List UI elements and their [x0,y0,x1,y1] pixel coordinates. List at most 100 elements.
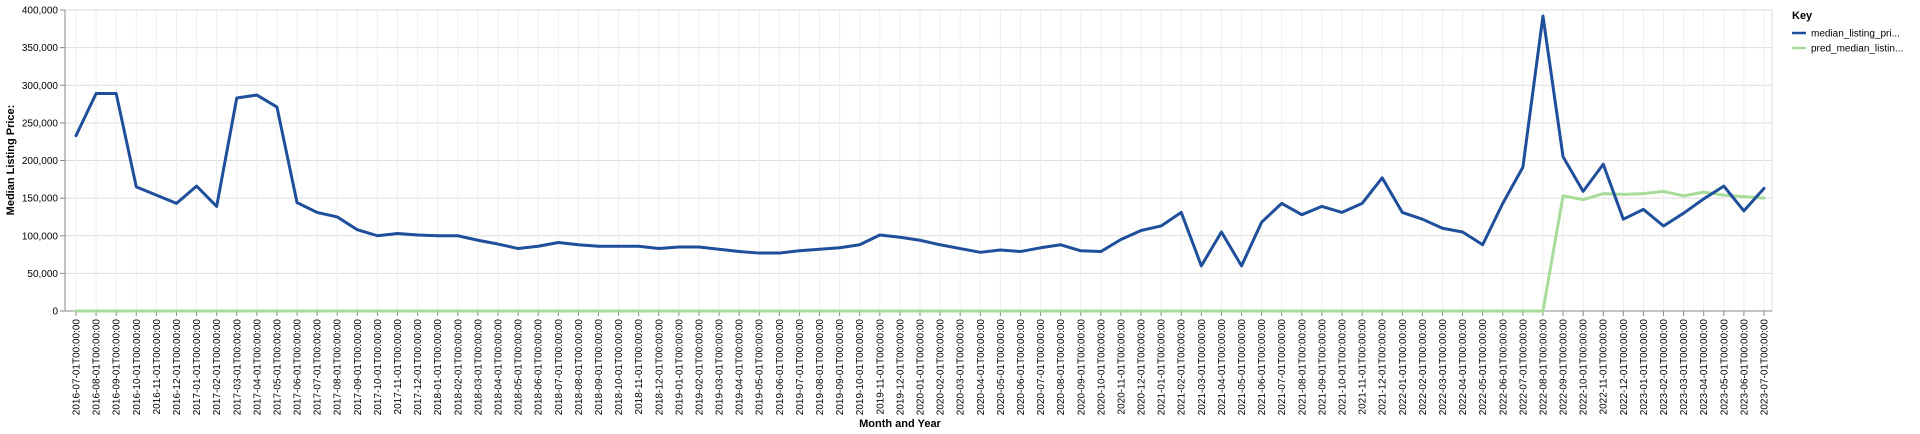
x-tick-label: 2017-01-01T00:00:00 [192,319,203,416]
x-tick-label: 2018-09-01T00:00:00 [594,319,605,416]
series-lines [74,14,1766,313]
x-tick-label: 2020-05-01T00:00:00 [996,319,1007,416]
legend-label: pred_median_listin... [1811,44,1903,55]
y-axis-ticks: 0 50,000 100,000 150,000 200,000 250,000 300,0… [22,6,65,318]
x-tick-label: 2022-01-01T00:00:00 [1398,319,1409,416]
x-tick-label: 2023-01-01T00:00:00 [1639,319,1650,416]
x-tick-label: 2017-08-01T00:00:00 [333,319,344,416]
x-tick-label: 2021-04-01T00:00:00 [1217,319,1228,416]
y-tick-label: 200,000 [22,156,59,167]
x-tick-label: 2017-05-01T00:00:00 [272,319,283,416]
x-tick-label: 2016-07-01T00:00:00 [72,319,83,416]
x-tick-label: 2019-11-01T00:00:00 [875,319,886,415]
x-tick-label: 2019-05-01T00:00:00 [755,319,766,416]
x-tick-label: 2020-01-01T00:00:00 [916,319,927,416]
grid [65,9,1772,312]
x-tick-label: 2022-08-01T00:00:00 [1538,319,1549,416]
x-tick-label: 2020-12-01T00:00:00 [1137,319,1148,416]
x-tick-label: 2018-05-01T00:00:00 [514,319,525,416]
x-tick-label: 2022-02-01T00:00:00 [1418,319,1429,416]
x-tick-label: 2020-06-01T00:00:00 [1016,319,1027,416]
x-tick-label: 2022-05-01T00:00:00 [1478,319,1489,416]
x-tick-label: 2019-10-01T00:00:00 [855,319,866,416]
x-axis-title: Month and Year [859,418,941,430]
x-tick-label: 2018-11-01T00:00:00 [634,319,645,415]
x-tick-label: 2022-11-01T00:00:00 [1599,319,1610,415]
x-tick-label: 2016-08-01T00:00:00 [92,319,103,416]
legend: Key median_listing_pri... pred_median_lis… [1792,10,1903,55]
x-tick-label: 2018-02-01T00:00:00 [453,319,464,416]
x-tick-label: 2022-10-01T00:00:00 [1579,319,1590,416]
x-tick-label: 2023-04-01T00:00:00 [1699,319,1710,416]
y-tick-label: 150,000 [22,194,59,205]
x-tick-label: 2017-04-01T00:00:00 [252,319,263,416]
y-tick-label: 50,000 [27,269,58,280]
y-tick-label: 400,000 [22,6,59,17]
y-tick-label: 0 [52,307,58,318]
legend-label: median_listing_pri... [1811,29,1900,40]
y-tick-label: 350,000 [22,43,59,54]
x-axis-ticks: 2016-07-01T00:00:00 2016-08-01T00:00:00 20… [72,311,1771,415]
x-tick-label: 2018-06-01T00:00:00 [534,319,545,416]
x-tick-label: 2016-11-01T00:00:00 [152,319,163,415]
x-tick-label: 2023-03-01T00:00:00 [1679,319,1690,416]
x-tick-label: 2023-07-01T00:00:00 [1760,319,1771,416]
y-tick-label: 100,000 [22,231,59,242]
x-tick-label: 2017-10-01T00:00:00 [373,319,384,416]
x-tick-label: 2021-10-01T00:00:00 [1338,319,1349,416]
x-tick-label: 2021-12-01T00:00:00 [1378,319,1389,416]
x-tick-label: 2017-12-01T00:00:00 [413,319,424,416]
x-tick-label: 2022-09-01T00:00:00 [1559,319,1570,416]
x-tick-label: 2016-12-01T00:00:00 [172,319,183,416]
x-tick-label: 2017-11-01T00:00:00 [393,319,404,415]
x-tick-label: 2022-06-01T00:00:00 [1498,319,1509,416]
x-tick-label: 2023-06-01T00:00:00 [1739,319,1750,416]
x-tick-label: 2021-08-01T00:00:00 [1297,319,1308,416]
x-tick-label: 2021-05-01T00:00:00 [1237,319,1248,416]
x-tick-label: 2020-03-01T00:00:00 [956,319,967,416]
x-tick-label: 2019-08-01T00:00:00 [815,319,826,416]
x-tick-label: 2021-07-01T00:00:00 [1277,319,1288,416]
x-tick-label: 2022-04-01T00:00:00 [1458,319,1469,416]
x-tick-label: 2018-03-01T00:00:00 [473,319,484,416]
x-tick-label: 2019-09-01T00:00:00 [835,319,846,416]
x-tick-label: 2018-12-01T00:00:00 [654,319,665,416]
x-tick-label: 2021-02-01T00:00:00 [1177,319,1188,416]
x-tick-label: 2020-08-01T00:00:00 [1056,319,1067,416]
x-tick-label: 2019-06-01T00:00:00 [775,319,786,416]
x-tick-label: 2016-09-01T00:00:00 [112,319,123,416]
x-tick-label: 2020-10-01T00:00:00 [1096,319,1107,416]
x-tick-label: 2020-09-01T00:00:00 [1076,319,1087,416]
x-tick-label: 2018-04-01T00:00:00 [494,319,505,416]
x-tick-label: 2017-07-01T00:00:00 [313,319,324,416]
x-tick-label: 2019-01-01T00:00:00 [674,319,685,416]
x-tick-label: 2022-03-01T00:00:00 [1438,319,1449,416]
y-axis-title: Median Listing Price: [5,105,17,216]
x-tick-label: 2022-12-01T00:00:00 [1619,319,1630,416]
legend-items: median_listing_pri... pred_median_listin.… [1792,29,1903,55]
x-tick-label: 2023-05-01T00:00:00 [1719,319,1730,416]
x-tick-label: 2022-07-01T00:00:00 [1518,319,1529,416]
x-tick-label: 2021-06-01T00:00:00 [1257,319,1268,416]
x-tick-label: 2017-09-01T00:00:00 [353,319,364,416]
x-tick-label: 2020-11-01T00:00:00 [1116,319,1127,415]
x-tick-label: 2019-04-01T00:00:00 [735,319,746,416]
legend-title: Key [1792,10,1813,22]
x-tick-label: 2021-01-01T00:00:00 [1157,319,1168,416]
x-tick-label: 2020-07-01T00:00:00 [1036,319,1047,416]
x-tick-label: 2020-02-01T00:00:00 [936,319,947,416]
series-line [74,14,1766,268]
x-tick-label: 2018-07-01T00:00:00 [554,319,565,416]
x-tick-label: 2021-03-01T00:00:00 [1197,319,1208,416]
x-tick-label: 2021-09-01T00:00:00 [1317,319,1328,416]
x-tick-label: 2019-02-01T00:00:00 [694,319,705,416]
x-tick-label: 2017-06-01T00:00:00 [293,319,304,416]
x-tick-label: 2019-07-01T00:00:00 [795,319,806,416]
y-tick-label: 300,000 [22,81,59,92]
x-tick-label: 2021-11-01T00:00:00 [1358,319,1369,415]
x-tick-label: 2018-08-01T00:00:00 [574,319,585,416]
x-tick-label: 2016-10-01T00:00:00 [132,319,143,416]
series-line [74,189,1766,313]
x-tick-label: 2023-02-01T00:00:00 [1659,319,1670,416]
